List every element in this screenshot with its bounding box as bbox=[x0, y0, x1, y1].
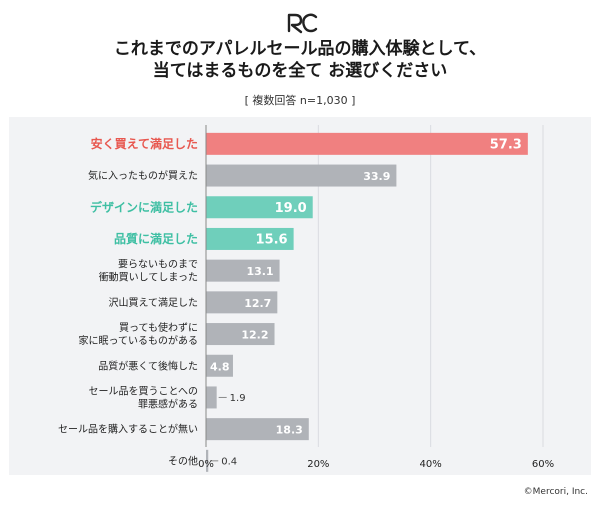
value-label-2: 19.0 bbox=[275, 201, 307, 216]
chart-title: これまでのアパレルセール品の購入体験として、 当てはまるものを全て お選びくださ… bbox=[0, 38, 600, 82]
category-label-1: 気に入ったものが買えた bbox=[88, 169, 198, 182]
value-label-4: 13.1 bbox=[246, 265, 273, 278]
value-label-6: 12.2 bbox=[241, 329, 268, 342]
x-tick-label-0: 0% bbox=[198, 459, 214, 470]
bar-8 bbox=[206, 386, 217, 409]
value-label-7: 4.8 bbox=[210, 360, 230, 373]
value-label-0: 57.3 bbox=[490, 137, 522, 152]
bar-3 bbox=[206, 227, 294, 250]
category-label-6: 買っても使わずに家に眠っているものがある bbox=[79, 321, 199, 347]
category-label-3: 品質に満足した bbox=[114, 231, 198, 246]
title-line-2: 当てはまるものを全て お選びください bbox=[152, 61, 448, 81]
bar-4 bbox=[206, 259, 280, 282]
bar-10 bbox=[206, 449, 209, 472]
x-tick-label-40: 40% bbox=[420, 459, 442, 470]
chart-panel: 安く買えて満足した 57.3 気に入ったものが買えた 33.9 デザインに満足した 19.… bbox=[9, 117, 591, 475]
bar-9 bbox=[206, 418, 309, 441]
x-tick-label-20: 20% bbox=[307, 459, 329, 470]
category-label-9: セール品を購入することが無い bbox=[58, 423, 198, 436]
bar-0 bbox=[206, 132, 528, 155]
bar-2 bbox=[206, 196, 313, 219]
category-label-10: その他 bbox=[168, 454, 198, 467]
bar-7 bbox=[206, 354, 233, 377]
brand-logo bbox=[287, 13, 318, 34]
category-label-7: 品質が悪くて後悔した bbox=[98, 359, 198, 372]
title-line-1: これまでのアパレルセール品の購入体験として、 bbox=[113, 39, 487, 59]
x-tick-label-60: 60% bbox=[532, 459, 554, 470]
value-label-5: 12.7 bbox=[244, 297, 271, 310]
category-label-2: デザインに満足した bbox=[90, 199, 198, 214]
bar-6 bbox=[206, 323, 275, 346]
value-label-10: 0.4 bbox=[221, 456, 237, 467]
bar-5 bbox=[206, 291, 278, 314]
bar-chart: 安く買えて満足した 57.3 気に入ったものが買えた 33.9 デザインに満足した 19.… bbox=[58, 125, 554, 472]
copyright-credit: ©Mercori, Inc. bbox=[523, 487, 588, 497]
category-label-0: 安く買えて満足した bbox=[91, 136, 198, 151]
category-label-8: セール品を買うことへの罪悪感がある bbox=[89, 385, 199, 410]
bar-1 bbox=[206, 164, 397, 187]
value-label-8: 1.9 bbox=[230, 393, 246, 404]
value-label-1: 33.9 bbox=[363, 170, 390, 183]
category-label-5: 沢山買えて満足した bbox=[109, 296, 199, 309]
value-label-9: 18.3 bbox=[276, 424, 303, 437]
value-label-3: 15.6 bbox=[256, 232, 288, 247]
category-label-4: 要らないものまで衝動買いしてしまった bbox=[99, 259, 198, 284]
chart-subtitle: [ 複数回答 n=1,030 ] bbox=[244, 94, 356, 107]
